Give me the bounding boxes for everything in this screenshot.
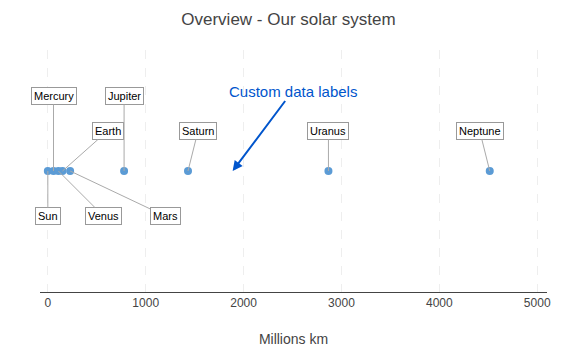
svg-text:2000: 2000 [230,296,257,310]
svg-text:Earth: Earth [95,125,121,137]
svg-text:Neptune: Neptune [459,125,501,137]
svg-text:Overview - Our solar system: Overview - Our solar system [181,10,395,29]
svg-text:4000: 4000 [426,296,453,310]
svg-text:0: 0 [44,296,51,310]
svg-text:Venus: Venus [88,210,119,222]
svg-text:Custom data labels: Custom data labels [229,83,357,100]
svg-text:3000: 3000 [328,296,355,310]
svg-text:5000: 5000 [524,296,551,310]
svg-text:Mars: Mars [153,210,178,222]
svg-text:Sun: Sun [38,210,58,222]
svg-text:Uranus: Uranus [310,125,346,137]
svg-text:Millions km: Millions km [259,331,328,347]
svg-text:Saturn: Saturn [182,125,214,137]
svg-text:Mercury: Mercury [34,90,74,102]
svg-text:Jupiter: Jupiter [108,90,141,102]
svg-text:1000: 1000 [132,296,159,310]
